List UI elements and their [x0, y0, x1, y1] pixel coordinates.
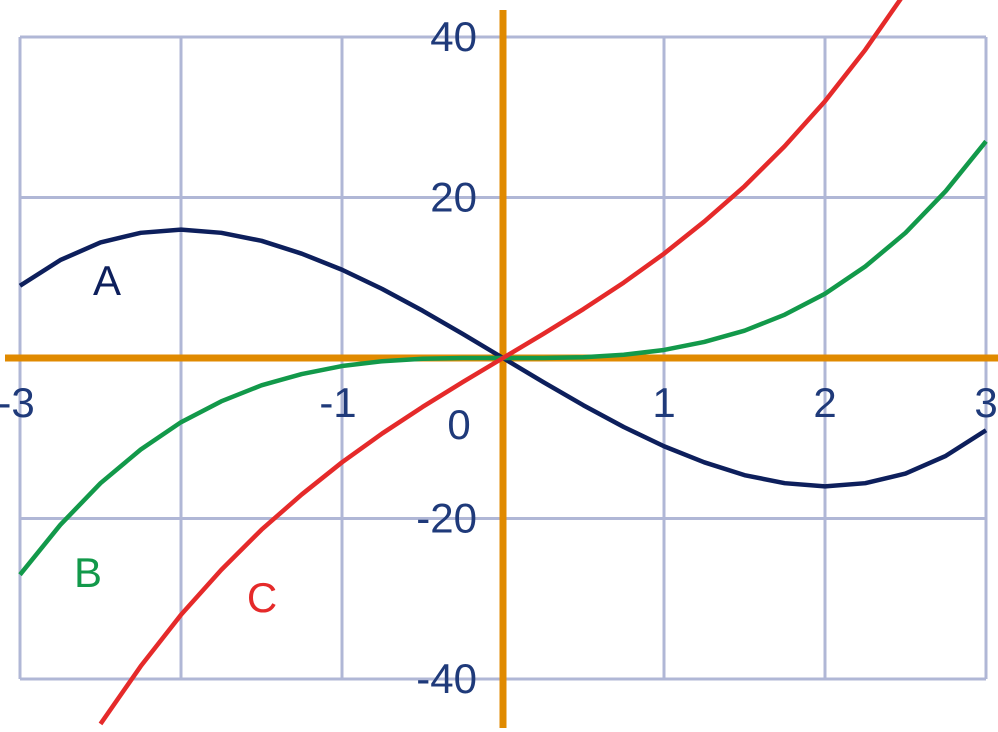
- x-tick-label: -1: [319, 379, 356, 426]
- curve-label: B: [74, 549, 102, 596]
- y-tick-label: 40: [430, 13, 477, 60]
- origin-label: 0: [447, 401, 470, 448]
- curve-label: A: [93, 257, 121, 304]
- curve: [98, 0, 903, 726]
- x-tick-label: 2: [813, 379, 836, 426]
- y-tick-label: -40: [416, 655, 477, 702]
- x-tick-label: 1: [652, 379, 675, 426]
- y-tick-label: -20: [416, 495, 477, 542]
- curve-label: C: [247, 574, 277, 621]
- y-tick-label: 20: [430, 174, 477, 221]
- x-tick-label: -3: [0, 379, 35, 426]
- x-tick-label: 3: [974, 379, 997, 426]
